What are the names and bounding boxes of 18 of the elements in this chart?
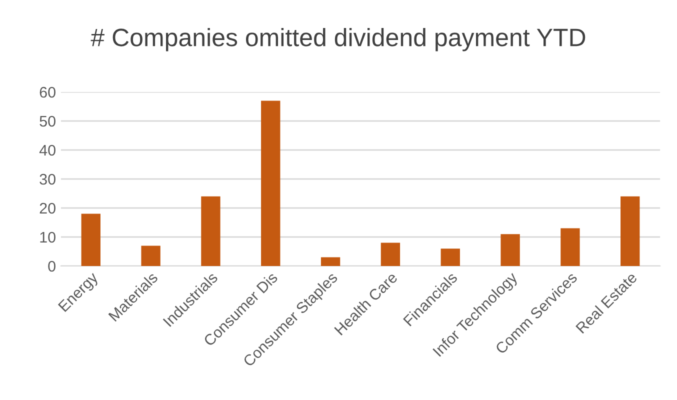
bar bbox=[201, 196, 220, 266]
bar bbox=[440, 248, 460, 266]
y-tick-label: 20 bbox=[40, 202, 56, 214]
y-tick-label: 30 bbox=[40, 174, 56, 185]
bar bbox=[320, 257, 340, 266]
bar bbox=[500, 234, 520, 266]
bar bbox=[261, 100, 280, 266]
bar bbox=[141, 246, 160, 266]
y-tick-label: 0 bbox=[48, 260, 56, 272]
chart-title: # Companies omitted dividend payment YTD bbox=[90, 28, 586, 52]
y-tick-label: 40 bbox=[39, 144, 56, 156]
bar bbox=[81, 214, 100, 266]
y-tick-label: 60 bbox=[40, 86, 56, 98]
y-tick-label: 50 bbox=[40, 116, 56, 127]
y-tick-label: 10 bbox=[40, 232, 56, 243]
bar bbox=[620, 196, 640, 266]
bar bbox=[560, 228, 580, 266]
bar bbox=[380, 242, 400, 266]
